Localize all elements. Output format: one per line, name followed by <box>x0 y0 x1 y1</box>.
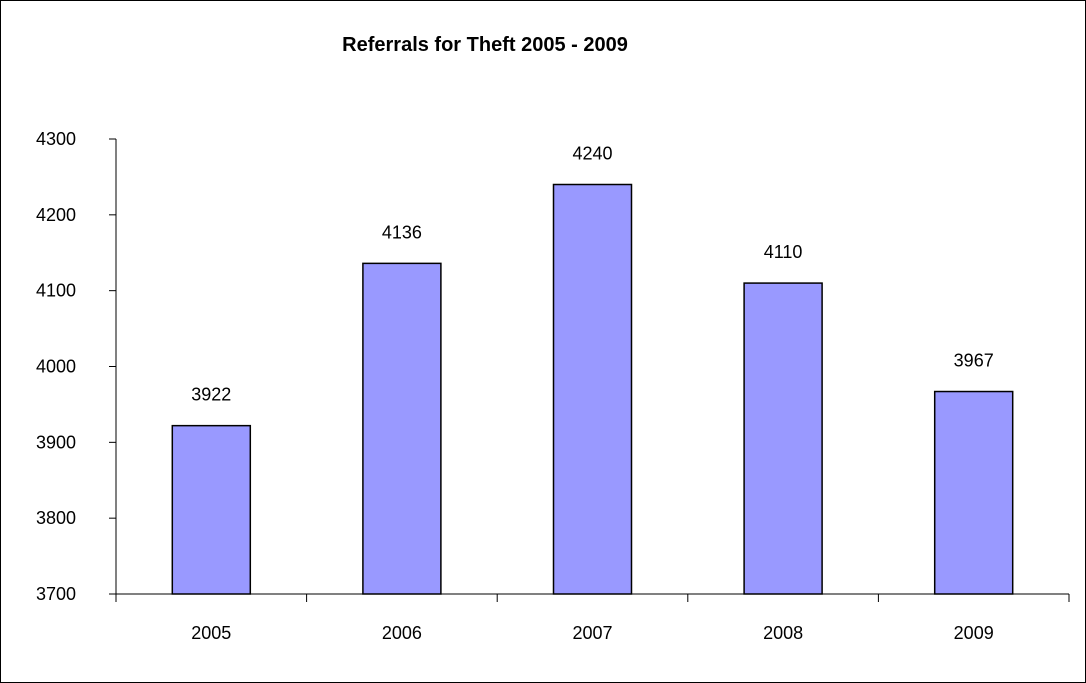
bars <box>171 183 1014 595</box>
data-label-2005: 3922 <box>191 385 231 405</box>
y-tick-label: 4000 <box>36 357 76 377</box>
x-tick-label: 2009 <box>954 623 994 643</box>
y-tick-label: 3800 <box>36 508 76 528</box>
x-tick-label: 2005 <box>191 623 231 643</box>
y-tick-label: 4200 <box>36 205 76 225</box>
bar-2005 <box>171 424 252 595</box>
chart-title: Referrals for Theft 2005 - 2009 <box>342 34 628 56</box>
y-tick-label: 4300 <box>36 129 76 149</box>
x-tick-label: 2007 <box>572 623 612 643</box>
data-label-2009: 3967 <box>954 351 994 371</box>
y-tick-label: 3900 <box>36 432 76 452</box>
y-tick-label: 3700 <box>36 584 76 604</box>
bar-2007 <box>552 183 633 595</box>
x-tick-label: 2006 <box>382 623 422 643</box>
bar-2008 <box>743 282 823 595</box>
bar-2006 <box>362 262 442 595</box>
bar-data-labels: 3922 4136 4240 4110 3967 <box>191 144 993 405</box>
data-label-2008: 4110 <box>764 242 803 262</box>
x-tick-label: 2008 <box>763 623 803 643</box>
x-axis: 2005 2006 2007 2008 2009 <box>115 593 1070 643</box>
y-tick-label: 4100 <box>36 281 76 301</box>
data-label-2007: 4240 <box>572 144 612 164</box>
bar-2009 <box>933 390 1014 595</box>
data-label-2006: 4136 <box>382 222 422 242</box>
y-axis: 3700 3800 3900 4000 4100 4200 4300 <box>36 129 117 604</box>
